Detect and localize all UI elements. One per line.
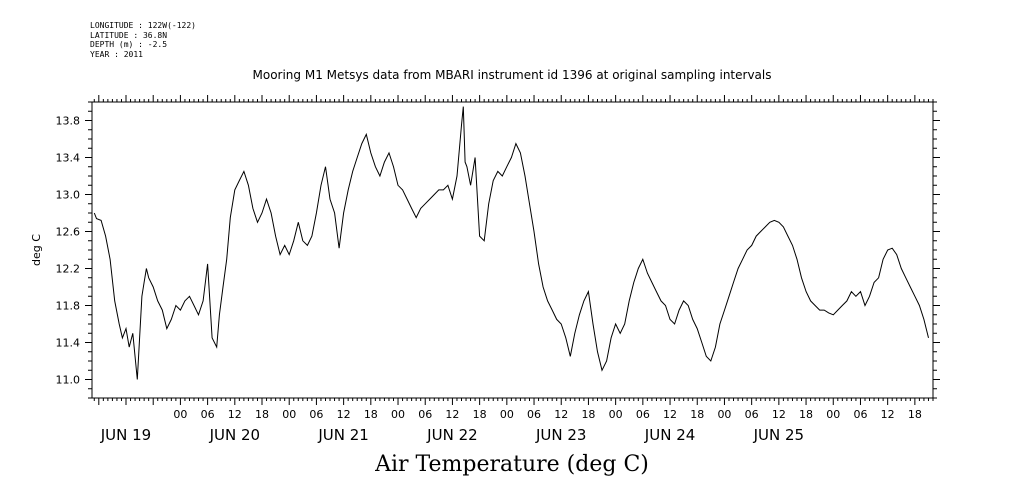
longitude-text: LONGITUDE : 122W(-122)	[90, 21, 196, 30]
x-tick-label: 00	[609, 408, 623, 421]
x-tick-label: 06	[853, 408, 867, 421]
x-tick-label: 00	[173, 408, 187, 421]
x-tick-label: 12	[228, 408, 242, 421]
y-tick-label: 13.0	[56, 189, 81, 202]
y-tick-label: 11.0	[56, 374, 81, 387]
x-tick-label: 12	[772, 408, 786, 421]
y-tick-label: 12.2	[56, 263, 81, 276]
x-tick-label: 06	[418, 408, 432, 421]
metadata-block: LONGITUDE : 122W(-122) LATITUDE : 36.8N …	[90, 21, 196, 59]
x-tick-label: 00	[282, 408, 296, 421]
x-day-label: JUN 19	[100, 426, 151, 444]
x-tick-label: 06	[636, 408, 650, 421]
x-day-label: JUN 25	[753, 426, 804, 444]
chart-title: Mooring M1 Metsys data from MBARI instru…	[252, 68, 772, 82]
year-text: YEAR : 2011	[90, 49, 143, 59]
x-tick-label: 18	[908, 408, 922, 421]
x-tick-label: 00	[500, 408, 514, 421]
x-tick-label: 18	[690, 408, 704, 421]
x-tick-label: 00	[717, 408, 731, 421]
x-tick-label: 18	[473, 408, 487, 421]
y-tick-label: 13.8	[56, 115, 81, 128]
x-day-label: JUN 24	[644, 426, 695, 444]
x-day-label: JUN 21	[317, 426, 368, 444]
x-tick-label: 00	[391, 408, 405, 421]
x-tick-label: 00	[826, 408, 840, 421]
x-tick-label: 12	[554, 408, 568, 421]
x-tick-label: 18	[799, 408, 813, 421]
y-tick-label: 12.6	[56, 226, 81, 239]
y-tick-label: 13.4	[56, 152, 81, 165]
x-tick-label: 12	[663, 408, 677, 421]
x-day-label: JUN 20	[209, 426, 260, 444]
x-tick-label: 18	[581, 408, 595, 421]
series-line-0	[93, 106, 929, 380]
x-day-label: JUN 22	[426, 426, 477, 444]
y-tick-label: 11.8	[56, 300, 81, 313]
latitude-text: LATITUDE : 36.8N	[90, 30, 168, 40]
x-tick-label: 12	[337, 408, 351, 421]
x-tick-label: 06	[201, 408, 215, 421]
x-tick-label: 18	[364, 408, 378, 421]
plot-frame	[91, 101, 934, 399]
x-tick-label: 06	[309, 408, 323, 421]
x-tick-label: 12	[881, 408, 895, 421]
y-tick-label: 11.4	[56, 337, 81, 350]
depth-text: DEPTH (m) : -2.5	[90, 40, 168, 49]
x-tick-label: 18	[255, 408, 269, 421]
x-axis-label: Air Temperature (deg C)	[375, 452, 649, 477]
x-tick-label: 06	[745, 408, 759, 421]
x-tick-label: 06	[527, 408, 541, 421]
x-tick-label: 12	[445, 408, 459, 421]
x-day-label: JUN 23	[535, 426, 586, 444]
y-axis-label: deg C	[30, 234, 43, 266]
